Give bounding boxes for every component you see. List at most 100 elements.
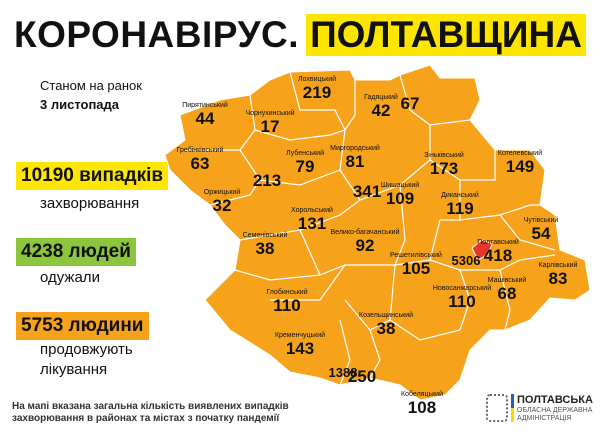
district-name: Котелевський	[497, 150, 543, 157]
stat-treatment-label2: лікування	[40, 361, 108, 378]
district-label: Машівський 68	[488, 277, 527, 303]
district-label: Котелевський 149	[498, 150, 542, 176]
district-name: Шишацький	[380, 182, 420, 189]
district-label: Гадяцький 42	[364, 94, 398, 120]
district-label: 250	[348, 368, 376, 386]
district-value: 68	[497, 284, 517, 303]
district-value: 173	[429, 159, 459, 178]
district-name: Полтавський	[477, 239, 519, 246]
district-label: Кременчуцький 143	[275, 332, 325, 358]
district-label: Велико-багачанський 92	[330, 229, 399, 255]
district-value: 38	[255, 239, 275, 258]
district-name: Глобинський	[266, 289, 308, 296]
district-name: Карлівський	[538, 262, 578, 269]
stat-recovered-label: одужали	[40, 269, 100, 286]
district-value: 79	[295, 157, 315, 176]
district-value: 105	[401, 259, 431, 278]
district-value: 341	[352, 182, 382, 201]
district-value: 42	[371, 101, 391, 120]
district-label: Чутівський 54	[524, 217, 559, 243]
district-label: Карлівський 83	[539, 262, 578, 288]
district-value: 418	[483, 246, 513, 265]
district-label: Хорольський 131	[291, 207, 333, 233]
district-name: Решетилівський	[390, 252, 442, 259]
district-name: Гребінківський	[176, 147, 224, 154]
district-label: 67	[401, 95, 420, 113]
district-name: Кобеляцький	[401, 391, 443, 398]
district-name: Машівський	[487, 277, 527, 284]
district-label: Козельщинський 38	[359, 312, 413, 338]
stat-treatment-label: продовжують	[40, 341, 133, 358]
date-line2: 3 листопада	[40, 97, 120, 112]
footer-line2: захворювання в районах та містах з почат…	[12, 413, 280, 424]
date-block: Станом на ранок 3 листопада	[40, 76, 142, 114]
district-value: 44	[195, 109, 215, 128]
district-label: Зіньківський 173	[424, 152, 464, 178]
district-name: Хорольський	[291, 207, 333, 214]
district-value: 213	[252, 171, 282, 190]
stat-recovered: 4238 людей	[16, 238, 136, 266]
district-label: Решетилівський 105	[390, 252, 442, 278]
footer-line1: На мапі вказана загальна кількість виявл…	[12, 401, 289, 412]
district-value: 83	[548, 269, 568, 288]
district-value: 63	[190, 154, 210, 173]
logo-line23: ОБЛАСНА ДЕРЖАВНА АДМІНІСТРАЦІЯ	[517, 407, 592, 423]
coat-of-arms-icon	[486, 394, 508, 422]
poltava-city-shape	[471, 239, 493, 261]
district-label: 213	[253, 172, 281, 190]
district-value: 131	[297, 214, 327, 233]
district-name: Новосанжарський	[432, 285, 492, 292]
district-value: 110	[448, 292, 476, 311]
district-value: 17	[260, 117, 280, 136]
district-name: Семенівський	[242, 232, 288, 239]
district-value: 110	[273, 296, 301, 315]
district-value: 149	[505, 157, 535, 176]
title-coronavirus: КОРОНАВІРУС.	[14, 14, 299, 55]
flag-bar	[511, 394, 514, 422]
date-line1: Станом на ранок	[40, 78, 142, 93]
district-value: 119	[446, 199, 474, 218]
district-label: Полтавський 418	[477, 239, 519, 265]
district-name: Зіньківський	[424, 152, 464, 159]
district-label: Шишацький 109	[381, 182, 419, 208]
district-name: Чутівський	[523, 217, 559, 224]
district-value: 54	[531, 224, 551, 243]
district-label: Пирятинський 44	[182, 102, 228, 128]
district-value: 67	[400, 94, 420, 113]
district-label: Оржицький 32	[204, 189, 240, 215]
district-name: Оржицький	[203, 189, 241, 196]
district-label: Чорнухинський 17	[245, 110, 294, 136]
district-value: 219	[302, 83, 332, 102]
district-value: 32	[212, 196, 232, 215]
district-label: Гребінківський 63	[177, 147, 224, 173]
district-name: Миргородський	[330, 145, 380, 152]
district-label: Диканський 119	[441, 192, 479, 218]
district-name: Гадяцький	[364, 94, 398, 101]
district-value: 81	[345, 152, 365, 171]
oda-logo: ПОЛТАВСЬКА ОБЛАСНА ДЕРЖАВНА АДМІНІСТРАЦІЯ	[486, 392, 596, 426]
district-name: Лубенський	[286, 150, 324, 157]
district-value: 1388	[328, 365, 358, 380]
district-borders	[185, 71, 556, 386]
district-value: 38	[376, 319, 396, 338]
district-label: Лохвицький 219	[298, 76, 336, 102]
district-name: Кременчуцький	[274, 332, 326, 339]
district-name: Чорнухинський	[245, 110, 295, 117]
district-name: Лохвицький	[297, 76, 337, 83]
district-label: Лубенський 79	[286, 150, 324, 176]
district-name: Козельщинський	[359, 312, 413, 319]
logo-line1: ПОЛТАВСЬКА	[517, 394, 593, 406]
district-label: 1388	[329, 364, 358, 382]
poltava-city-value: 5306	[451, 253, 481, 268]
district-value: 109	[385, 189, 415, 208]
district-label: Новосанжарський 110	[433, 285, 491, 311]
district-value: 92	[355, 236, 375, 255]
district-label: Кобеляцький 108	[401, 391, 443, 417]
district-label: 341	[353, 183, 381, 201]
district-label: Семенівський 38	[243, 232, 288, 258]
district-value: 250	[347, 367, 377, 386]
logo-line3: АДМІНІСТРАЦІЯ	[517, 415, 572, 422]
title-region: ПОЛТАВЩИНА	[306, 14, 586, 56]
district-value: 108	[407, 398, 437, 417]
